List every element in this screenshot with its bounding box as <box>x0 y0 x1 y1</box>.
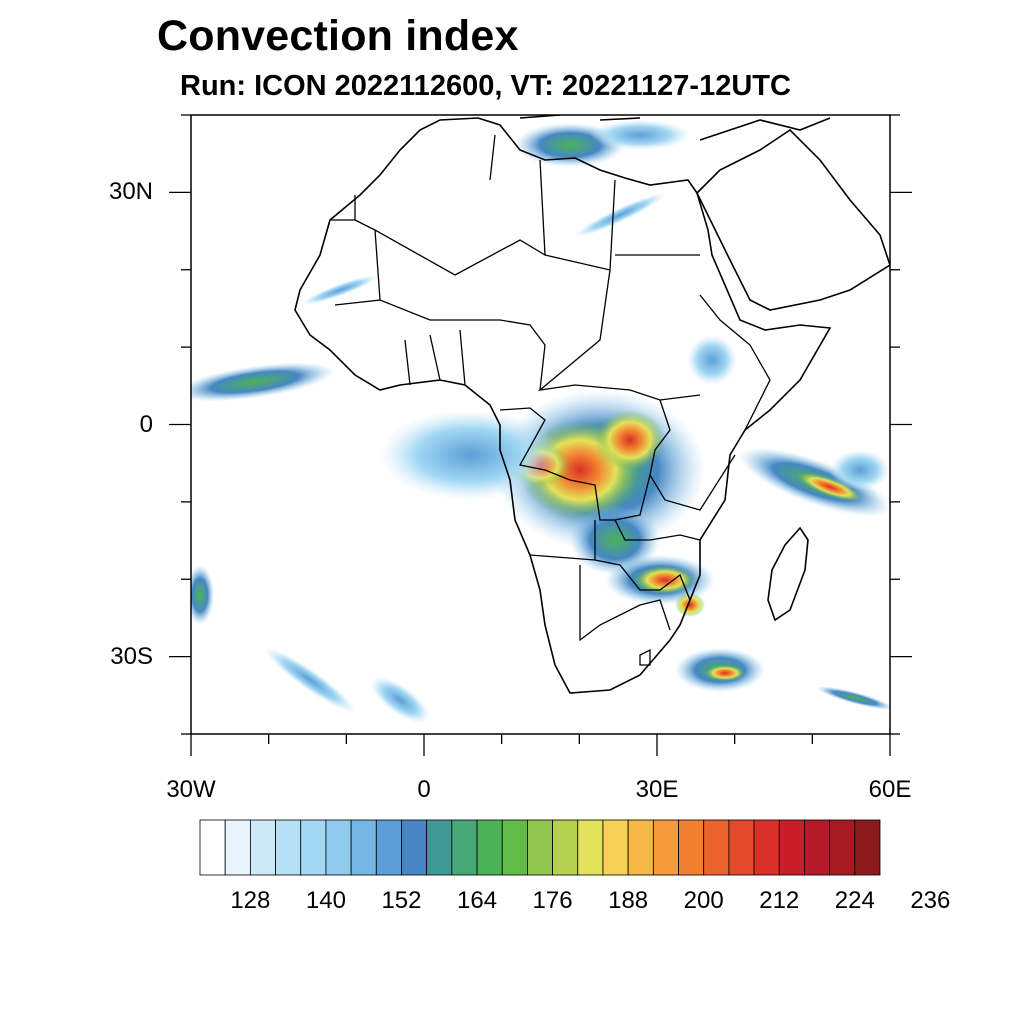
colorbar-swatch <box>854 819 881 876</box>
colorbar-swatch <box>476 819 503 876</box>
arabia-coastline <box>696 128 890 311</box>
convection-area-gulf-guinea <box>380 410 560 500</box>
colorbar-swatch <box>627 819 654 876</box>
colorbar-label: 200 <box>683 887 724 914</box>
convection-band-atlantic <box>191 362 335 402</box>
coastlines <box>294 115 890 694</box>
colorbar-swatch <box>703 819 730 876</box>
colorbar-swatch <box>527 819 553 876</box>
colorbar-label: 212 <box>759 887 800 914</box>
colorbar-swatch <box>804 819 831 876</box>
colorbar-swatch <box>375 819 402 876</box>
colorbar-label: 128 <box>230 887 271 914</box>
colorbar-swatch <box>678 819 705 876</box>
colorbar-label: 188 <box>608 887 649 914</box>
colorbar-label: 164 <box>457 887 498 914</box>
madagascar <box>767 526 809 622</box>
colorbar-swatch <box>350 819 377 876</box>
colorbar-swatch <box>275 819 302 876</box>
convection-core-sw-indian <box>705 665 745 681</box>
colorbar-swatch <box>501 819 528 876</box>
colorbar-label: 140 <box>305 887 346 914</box>
lat-label: 30N <box>108 178 153 206</box>
colorbar-swatch <box>199 819 226 876</box>
colorbar-swatch <box>778 819 805 876</box>
convection-core-mozambique <box>635 566 695 594</box>
colorbar-label: 224 <box>834 887 875 914</box>
convection-area-indian-east <box>830 450 890 490</box>
convection-core-coast <box>675 593 705 617</box>
colorbar-swatch <box>300 819 327 876</box>
lat-label: 30S <box>110 642 153 670</box>
convection-area-ethiopia <box>687 335 737 385</box>
colorbar-swatch <box>577 819 604 876</box>
convection-swirl-south-atlantic <box>370 676 430 724</box>
colorbar-swatch <box>829 819 856 876</box>
colorbar-swatch <box>728 819 755 876</box>
colorbar-label: 236 <box>910 887 951 914</box>
colorbar-swatch <box>249 819 276 876</box>
country-borders <box>330 134 771 666</box>
convection-area-west-edge <box>191 565 214 625</box>
lon-label: 60E <box>868 776 912 803</box>
colorbar-swatch <box>552 819 579 876</box>
colorbar-label: 152 <box>381 887 422 914</box>
convection-core-indian-ocean <box>796 472 864 502</box>
map-subtitle: Run: ICON 2022112600, VT: 20221127-12UTC <box>180 70 791 102</box>
lon-label: 30E <box>635 776 679 803</box>
colorbar <box>199 819 881 876</box>
lon-label: 0 <box>417 776 431 803</box>
colorbar-swatch <box>652 819 679 876</box>
convection-streak-west-sahara <box>302 275 378 305</box>
convection-streak-south-indian <box>816 686 890 710</box>
lat-label: 0 <box>139 410 153 438</box>
convection-streak-sahara <box>574 192 666 238</box>
colorbar-swatch <box>753 819 780 876</box>
colorbar-swatch <box>325 819 352 876</box>
colorbar-swatch <box>426 819 453 876</box>
convection-core-east-congo <box>595 410 665 470</box>
convection-streak-south-atlantic <box>264 647 356 713</box>
convection-field <box>191 120 890 724</box>
convection-area-east-med <box>590 120 690 150</box>
colorbar-swatch <box>451 819 478 876</box>
lon-label: 30W <box>166 776 216 803</box>
axis-ticks <box>169 114 912 756</box>
colorbar-swatch <box>401 819 428 876</box>
colorbar-swatch <box>602 819 629 876</box>
colorbar-swatch <box>224 819 251 876</box>
map-title: Convection index <box>157 12 519 60</box>
colorbar-label: 176 <box>532 887 573 914</box>
